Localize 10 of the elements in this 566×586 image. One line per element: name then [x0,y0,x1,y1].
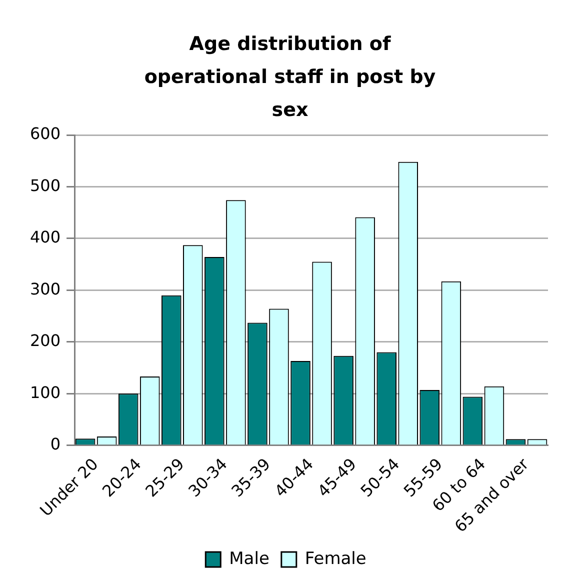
y-tick-label: 400 [30,228,61,247]
y-tick-label: 0 [50,434,61,454]
y-tick-label: 100 [30,382,61,402]
y-tick-label: 500 [30,176,61,195]
legend-label: Male [229,548,270,569]
y-tick-label: 600 [30,124,61,144]
y-tick-label: 200 [30,331,61,350]
legend-label: Female [304,548,366,569]
y-tick-label: 300 [30,279,61,298]
chart-title: Age distribution of operational staff in post by sex [143,32,437,123]
